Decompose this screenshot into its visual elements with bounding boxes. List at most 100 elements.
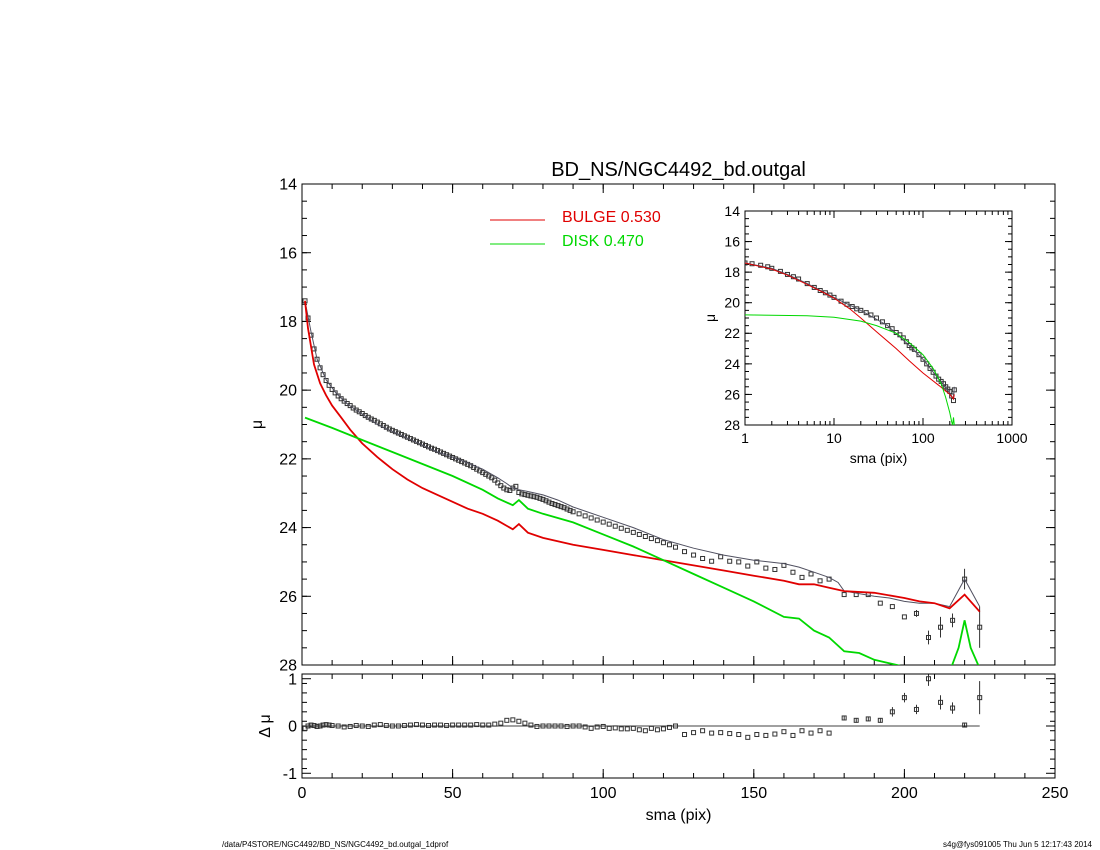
inset-series-model — [745, 262, 955, 401]
y-tick-label: 26 — [279, 589, 297, 606]
residual-point — [672, 723, 678, 729]
residual-point — [341, 724, 347, 730]
main-point — [612, 523, 618, 529]
residual-point — [962, 722, 968, 728]
main-point — [582, 513, 588, 519]
y-tick-label: 20 — [279, 383, 297, 400]
main-point — [817, 578, 823, 584]
residual-y-axis-label: Δ μ — [257, 714, 274, 737]
residual-point — [329, 723, 335, 729]
main-point — [841, 592, 847, 598]
y-tick-label: 14 — [279, 177, 297, 194]
x-tick-label: 0 — [298, 785, 307, 802]
residual-point — [498, 720, 504, 726]
residual-point — [522, 720, 528, 726]
legend-label-disk: DISK 0.470 — [562, 233, 644, 250]
residual-point — [432, 722, 438, 728]
residual-point — [600, 723, 606, 729]
main-point — [808, 571, 814, 577]
main-point — [672, 544, 678, 550]
y-tick-label: 24 — [279, 520, 297, 537]
residual-point — [320, 722, 326, 728]
residual-point — [353, 723, 359, 729]
inset-point — [920, 356, 926, 362]
residual-point — [570, 723, 576, 729]
main-point — [525, 492, 531, 498]
residual-point — [950, 705, 956, 711]
main-plot-area — [302, 298, 983, 665]
residual-point — [317, 723, 323, 729]
main-series-model — [304, 300, 981, 608]
main-point — [925, 635, 931, 641]
inset-series-bulge — [745, 262, 955, 401]
main-point — [754, 559, 760, 565]
main-point — [570, 509, 576, 515]
residual-point — [546, 723, 552, 729]
main-point — [913, 610, 919, 616]
legend-label-bulge: BULGE 0.530 — [562, 209, 661, 226]
residual-point — [564, 723, 570, 729]
residual-point — [576, 723, 582, 729]
inset-point — [916, 352, 922, 358]
inset-point — [849, 304, 855, 310]
x-tick-label: 100 — [590, 785, 617, 802]
residual-point — [642, 728, 648, 734]
residual-point — [808, 730, 814, 736]
residual-point — [395, 723, 401, 729]
residual-point — [558, 723, 564, 729]
y-tick-label: 28 — [724, 417, 740, 433]
residual-point — [736, 732, 742, 738]
y-tick-label: 22 — [279, 451, 297, 468]
residual-point — [413, 722, 419, 728]
residual-point — [504, 717, 510, 723]
footer-timestamp: s4g@fys091005 Thu Jun 5 12:17:43 2014 — [943, 840, 1092, 849]
inset-point — [885, 323, 891, 329]
main-point — [519, 491, 525, 497]
inset-panel: 1 10 100 1000 14 16 18 20 22 24 26 28 sma (pix) μ — [702, 203, 1028, 466]
x-tick-label: 50 — [444, 785, 462, 802]
y-tick-label: 20 — [724, 295, 740, 311]
inset-point — [858, 307, 864, 313]
main-point — [950, 617, 956, 623]
main-point — [938, 624, 944, 630]
residual-point — [781, 729, 787, 735]
main-series-disk — [304, 416, 980, 665]
main-point — [648, 536, 654, 542]
residual-point — [540, 723, 546, 729]
main-point — [543, 498, 549, 504]
main-point — [877, 600, 883, 606]
residual-point — [314, 723, 320, 729]
main-point — [718, 554, 724, 560]
main-point — [977, 624, 983, 630]
main-point — [799, 574, 805, 580]
residual-point — [889, 709, 895, 715]
residual-point — [925, 676, 931, 682]
main-point — [654, 538, 660, 544]
residual-point — [371, 722, 377, 728]
x-tick-label: 1000 — [996, 430, 1027, 446]
residual-point — [612, 725, 618, 731]
residual-point — [682, 732, 688, 738]
residual-point — [323, 722, 329, 728]
residual-point — [510, 717, 516, 723]
main-point — [736, 559, 742, 565]
main-point — [528, 493, 534, 499]
y-tick-label: 14 — [724, 203, 740, 219]
residual-point — [401, 723, 407, 729]
residual-point — [407, 722, 413, 728]
main-point — [495, 480, 501, 486]
residual-point — [691, 730, 697, 736]
residual-point — [763, 732, 769, 738]
main-series-bulge — [304, 300, 981, 613]
main-point — [901, 614, 907, 620]
main-point — [567, 507, 573, 513]
residual-point — [347, 723, 353, 729]
residual-point — [359, 723, 365, 729]
residual-point — [709, 730, 715, 736]
main-point — [636, 531, 642, 537]
residual-x-axis-label: sma (pix) — [646, 807, 712, 824]
main-point — [323, 378, 329, 384]
residual-point — [426, 723, 432, 729]
residual-point — [636, 727, 642, 733]
main-point — [552, 502, 558, 508]
